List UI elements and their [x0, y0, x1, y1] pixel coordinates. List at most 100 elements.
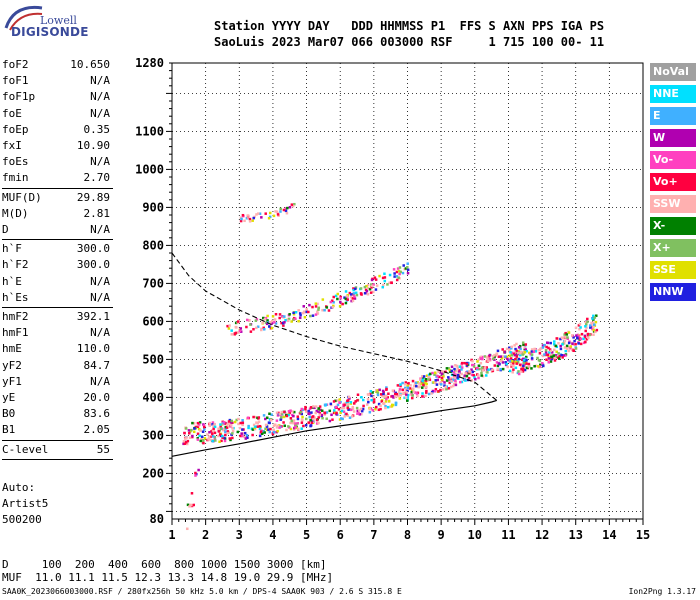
echo-point	[290, 419, 294, 423]
echo-point	[530, 357, 534, 360]
echo-point	[592, 333, 595, 337]
echo-point	[368, 287, 372, 291]
echo-point	[269, 427, 272, 431]
echo-point	[393, 275, 396, 278]
echo-point	[212, 427, 215, 430]
echo-point	[404, 396, 408, 399]
echo-point	[561, 343, 564, 346]
echo-point	[272, 428, 275, 431]
echo-point	[524, 343, 528, 346]
echo-point	[539, 347, 542, 351]
echo-point	[595, 328, 599, 332]
echo-point	[308, 303, 311, 307]
echo-point	[228, 437, 232, 440]
echo-point	[273, 423, 277, 426]
echo-point	[577, 334, 580, 338]
echo-point	[486, 358, 489, 361]
echo-point	[255, 421, 258, 424]
echo-point	[194, 474, 197, 477]
echo-point	[407, 382, 410, 385]
echo-point	[252, 327, 255, 331]
echo-point	[256, 325, 260, 328]
echo-point	[470, 379, 473, 382]
software-version: Ion2Png 1.3.17	[628, 587, 696, 596]
echo-point	[384, 406, 387, 410]
echo-point	[479, 357, 483, 360]
echo-point	[481, 357, 484, 361]
param-separator	[2, 307, 113, 308]
echo-point	[361, 407, 365, 411]
echo-point	[217, 427, 220, 431]
echo-point	[491, 357, 495, 361]
echo-point	[329, 402, 333, 406]
echo-point	[387, 392, 390, 395]
echo-point	[549, 349, 553, 353]
echo-point	[424, 394, 427, 398]
echo-point	[552, 354, 556, 357]
echo-point	[582, 337, 585, 341]
param-name: fmin	[2, 171, 29, 185]
echo-point	[522, 357, 525, 361]
echo-point	[555, 337, 559, 340]
echo-point	[422, 375, 426, 378]
echo-point	[253, 415, 257, 419]
echo-point	[488, 353, 492, 357]
echo-point	[257, 420, 261, 423]
echo-point	[522, 343, 525, 346]
echo-point	[266, 319, 269, 322]
echo-point	[278, 313, 282, 316]
param-row: foE N/A	[2, 106, 112, 122]
echo-point	[282, 415, 286, 419]
echo-point	[308, 415, 311, 419]
echo-point	[196, 432, 200, 436]
echo-point	[208, 431, 211, 434]
echo-point	[360, 293, 363, 296]
param-value: 55	[96, 442, 110, 456]
param-value: 10.90	[76, 139, 110, 152]
echo-point	[292, 312, 296, 316]
echo-point	[200, 435, 204, 438]
echo-point	[323, 403, 327, 407]
param-separator	[2, 239, 113, 241]
echo-point	[223, 439, 227, 443]
echo-point	[370, 278, 374, 282]
param-value: 10.650	[70, 58, 110, 71]
echo-point	[529, 352, 532, 356]
echo-point	[259, 430, 263, 434]
echo-point	[525, 362, 528, 365]
echo-point	[251, 219, 254, 222]
echo-point	[317, 306, 321, 310]
echo-point	[329, 300, 333, 304]
echo-point	[509, 351, 512, 354]
echo-point	[372, 396, 375, 399]
echo-point	[512, 368, 515, 371]
echo-point	[190, 503, 193, 507]
echo-point	[353, 297, 357, 300]
param-row: fmin 2.70	[2, 170, 112, 186]
echo-point	[385, 397, 388, 401]
echo-point	[234, 321, 238, 325]
y-tick-label: 80	[150, 512, 164, 526]
echo-point	[567, 341, 571, 345]
echo-point	[230, 329, 233, 332]
echo-point	[399, 270, 402, 274]
echo-point	[524, 357, 527, 360]
echo-point	[298, 316, 302, 320]
echo-point	[191, 434, 194, 438]
echo-point	[591, 327, 594, 331]
echo-point	[254, 425, 257, 428]
echo-point	[316, 310, 319, 313]
echo-point	[272, 429, 275, 433]
echo-point	[193, 427, 196, 430]
echo-point	[266, 314, 269, 318]
echo-point	[184, 441, 188, 444]
echo-point	[360, 396, 363, 399]
y-tick-label: 300	[142, 428, 164, 442]
echo-point	[262, 414, 266, 417]
echo-point	[549, 341, 552, 345]
echo-point	[399, 394, 402, 397]
echo-point	[335, 411, 338, 415]
echo-point	[406, 262, 409, 265]
echo-point	[237, 320, 240, 323]
echo-point	[196, 421, 200, 425]
